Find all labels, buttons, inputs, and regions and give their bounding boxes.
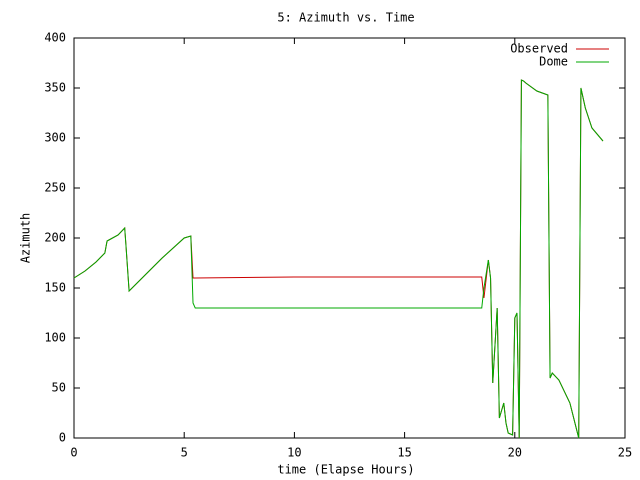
y-tick-label: 200 (44, 231, 66, 245)
y-tick-label: 400 (44, 31, 66, 45)
y-tick-label: 0 (59, 431, 66, 445)
series-line (73, 79, 604, 439)
y-tick-label: 150 (44, 281, 66, 295)
y-tick-label: 100 (44, 331, 66, 345)
y-tick-label: 300 (44, 131, 66, 145)
x-axis-label: time (Elapse Hours) (277, 463, 414, 477)
y-tick-label: 250 (44, 181, 66, 195)
x-tick-label: 20 (508, 446, 522, 460)
y-tick-label: 50 (52, 381, 66, 395)
y-axis-label: Azimuth (19, 213, 33, 264)
x-tick-label: 10 (287, 446, 301, 460)
x-tick-label: 5 (181, 446, 188, 460)
plot-border (73, 37, 626, 439)
y-tick-label: 350 (44, 81, 66, 95)
legend-label: Observed (510, 42, 568, 56)
series-line (73, 79, 604, 439)
x-tick-label: 25 (618, 446, 632, 460)
chart-title: 5: Azimuth vs. Time (277, 11, 414, 25)
x-tick-label: 0 (70, 446, 77, 460)
x-tick-label: 15 (397, 446, 411, 460)
legend-label: Dome (539, 55, 568, 69)
